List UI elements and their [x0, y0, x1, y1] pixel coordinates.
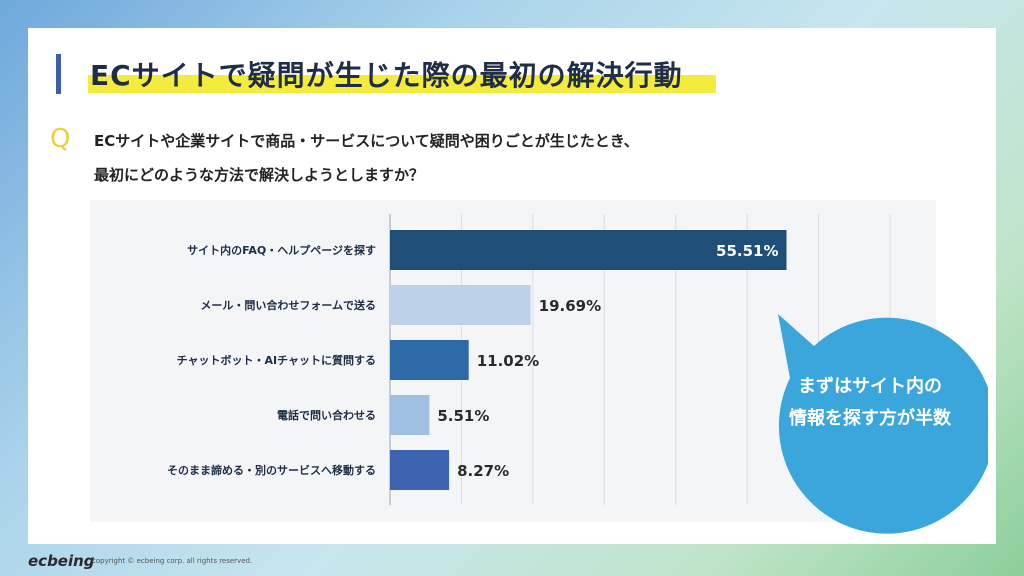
value-label: 8.27%	[457, 462, 509, 480]
bar	[390, 395, 430, 435]
question-line-2: 最初にどのような方法で解決しようとしますか？	[94, 166, 425, 184]
callout-line-1: まずはサイト内の	[798, 376, 942, 397]
copyright-text: copyright © ecbeing corp. all rights res…	[92, 557, 253, 565]
title-highlight	[88, 75, 716, 93]
value-label: 55.51%	[716, 242, 778, 260]
category-label: そのまま諦める・別のサービスへ移動する	[167, 463, 376, 477]
value-label: 19.69%	[539, 297, 601, 315]
bar	[390, 340, 469, 380]
title-accent-bar	[56, 54, 61, 94]
question-line-1: ECサイトや企業サイトで商品・サービスについて疑問や困りごとが生じたとき、	[94, 132, 639, 150]
category-label: 電話で問い合わせる	[277, 408, 376, 422]
callout-bubble	[778, 314, 988, 534]
category-label: サイト内のFAQ・ヘルプページを探す	[187, 243, 376, 257]
slide: ECサイトで疑問が生じた際の最初の解決行動 Q ECサイトや企業サイトで商品・サ…	[28, 28, 996, 544]
bar	[390, 450, 450, 490]
value-label: 11.02%	[477, 352, 539, 370]
value-label: 5.51%	[437, 407, 489, 425]
question-mark-label: Q	[50, 124, 71, 154]
bar	[390, 230, 787, 270]
callout-line-2: 情報を探す方が半数	[789, 408, 951, 429]
category-label: メール・問い合わせフォームで送る	[200, 298, 376, 312]
company-logo: ecbeing	[28, 552, 95, 570]
question-text: ECサイトや企業サイトで商品・サービスについて疑問や困りごとが生じたとき、 最初…	[94, 124, 639, 192]
page-title: ECサイトで疑問が生じた際の最初の解決行動	[90, 59, 683, 92]
category-label: チャットボット・AIチャットに質問する	[177, 353, 376, 367]
bar	[390, 285, 531, 325]
callout-text: まずはサイト内の 情報を探す方が半数	[757, 371, 983, 435]
